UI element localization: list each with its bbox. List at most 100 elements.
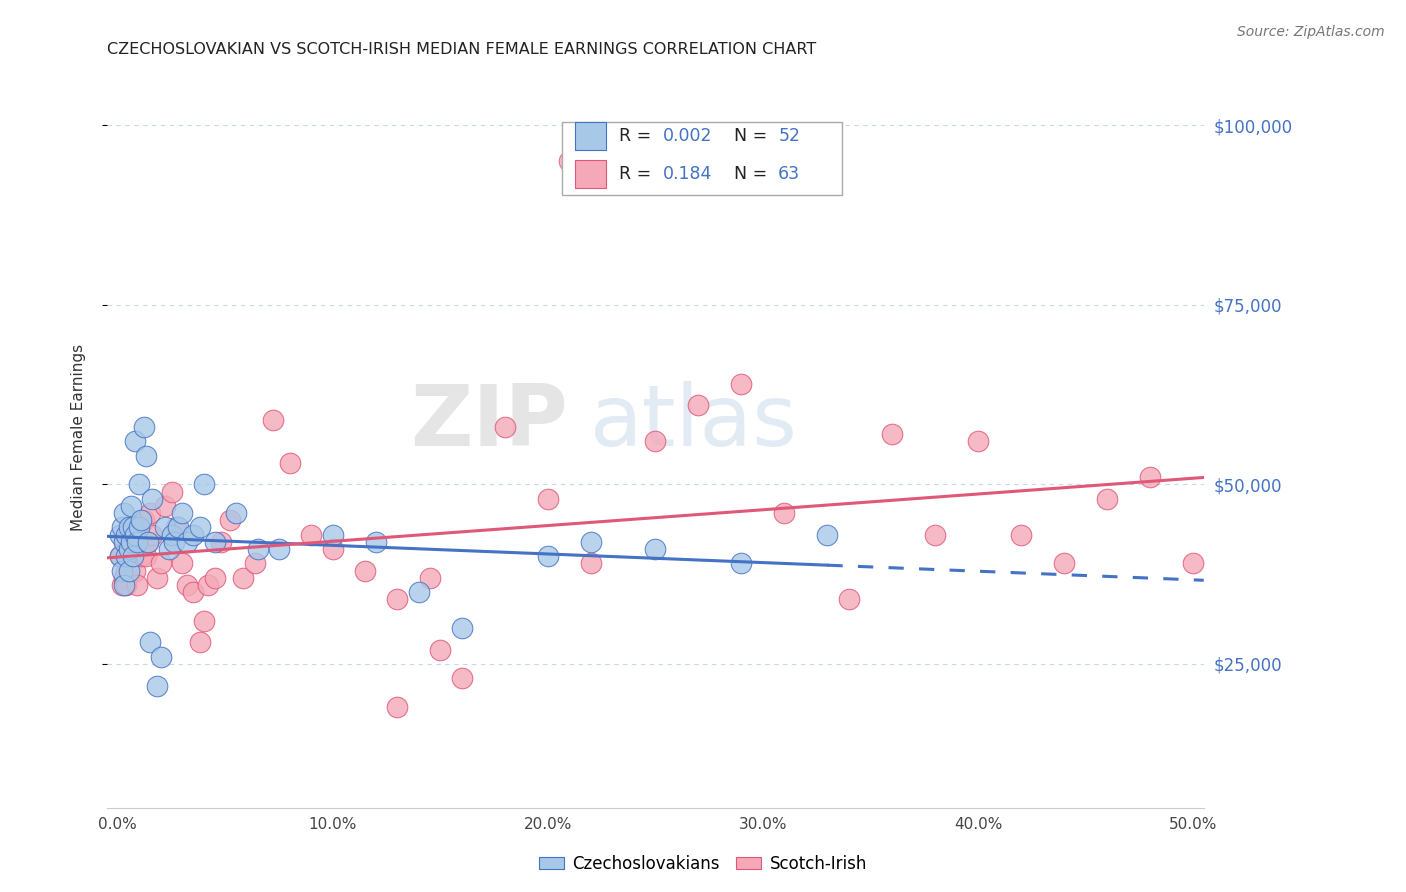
Point — [188, 520, 211, 534]
Point — [149, 649, 172, 664]
Point — [176, 534, 198, 549]
Point — [149, 557, 172, 571]
Point — [644, 434, 666, 449]
Point — [269, 542, 291, 557]
Point — [111, 520, 134, 534]
Point — [124, 527, 146, 541]
Text: Source: ZipAtlas.com: Source: ZipAtlas.com — [1237, 25, 1385, 39]
Point — [112, 578, 135, 592]
Point — [364, 534, 387, 549]
Text: CZECHOSLOVAKIAN VS SCOTCH-IRISH MEDIAN FEMALE EARNINGS CORRELATION CHART: CZECHOSLOVAKIAN VS SCOTCH-IRISH MEDIAN F… — [107, 42, 817, 57]
Point — [132, 420, 155, 434]
Point — [139, 506, 162, 520]
Point — [122, 549, 145, 564]
Point — [967, 434, 990, 449]
Point — [419, 571, 441, 585]
Point — [193, 477, 215, 491]
Text: atlas: atlas — [589, 382, 797, 465]
Point — [644, 542, 666, 557]
Point — [153, 499, 176, 513]
Point — [160, 527, 183, 541]
Point — [815, 527, 838, 541]
Point — [387, 592, 409, 607]
Point — [115, 527, 138, 541]
Y-axis label: Median Female Earnings: Median Female Earnings — [72, 344, 86, 532]
Point — [167, 520, 190, 534]
Point — [115, 549, 138, 564]
Point — [181, 527, 204, 541]
Point — [127, 578, 149, 592]
Point — [117, 520, 139, 534]
Point — [773, 506, 796, 520]
Point — [165, 520, 187, 534]
Point — [160, 484, 183, 499]
Point — [579, 557, 602, 571]
Point — [108, 549, 131, 564]
Point — [153, 520, 176, 534]
Point — [141, 527, 163, 541]
Point — [128, 527, 150, 541]
Point — [193, 614, 215, 628]
Point — [115, 578, 138, 592]
Point — [111, 578, 134, 592]
Point — [1181, 557, 1204, 571]
Point — [128, 520, 150, 534]
Text: R =: R = — [619, 127, 657, 145]
Point — [218, 513, 240, 527]
Point — [139, 635, 162, 649]
Point — [429, 642, 451, 657]
Point — [111, 564, 134, 578]
Point — [131, 549, 153, 564]
Point — [145, 571, 167, 585]
Point — [387, 700, 409, 714]
Point — [132, 513, 155, 527]
Point — [117, 542, 139, 557]
Point — [112, 534, 135, 549]
Point — [117, 527, 139, 541]
Text: N =: N = — [724, 127, 773, 145]
Point — [112, 571, 135, 585]
Point — [135, 549, 157, 564]
Point — [120, 549, 142, 564]
Text: ZIP: ZIP — [411, 382, 568, 465]
Point — [451, 621, 474, 635]
Legend: Czechoslovakians, Scotch-Irish: Czechoslovakians, Scotch-Irish — [533, 848, 873, 880]
Point — [112, 506, 135, 520]
Point — [1053, 557, 1076, 571]
Bar — [575, 160, 606, 187]
Point — [115, 564, 138, 578]
FancyBboxPatch shape — [562, 122, 842, 195]
Point — [299, 527, 322, 541]
Point — [172, 557, 194, 571]
Point — [127, 534, 149, 549]
Point — [537, 549, 560, 564]
Point — [245, 557, 267, 571]
Point — [172, 506, 194, 520]
Point — [181, 585, 204, 599]
Point — [278, 456, 301, 470]
Point — [197, 578, 219, 592]
Point — [354, 564, 377, 578]
Point — [159, 542, 181, 557]
Point — [135, 449, 157, 463]
Bar — [575, 122, 606, 150]
Point — [145, 679, 167, 693]
Point — [163, 534, 186, 549]
Point — [120, 499, 142, 513]
Point — [537, 491, 560, 506]
Point — [209, 534, 232, 549]
Point — [322, 527, 344, 541]
Point — [730, 557, 752, 571]
Text: R =: R = — [619, 165, 662, 183]
Point — [1095, 491, 1118, 506]
Point — [124, 564, 146, 578]
Point — [204, 534, 226, 549]
Point — [1139, 470, 1161, 484]
Point — [112, 534, 135, 549]
Point — [225, 506, 247, 520]
Point — [204, 571, 226, 585]
Point — [108, 527, 131, 541]
Point — [322, 542, 344, 557]
Point — [924, 527, 946, 541]
Point — [120, 534, 142, 549]
